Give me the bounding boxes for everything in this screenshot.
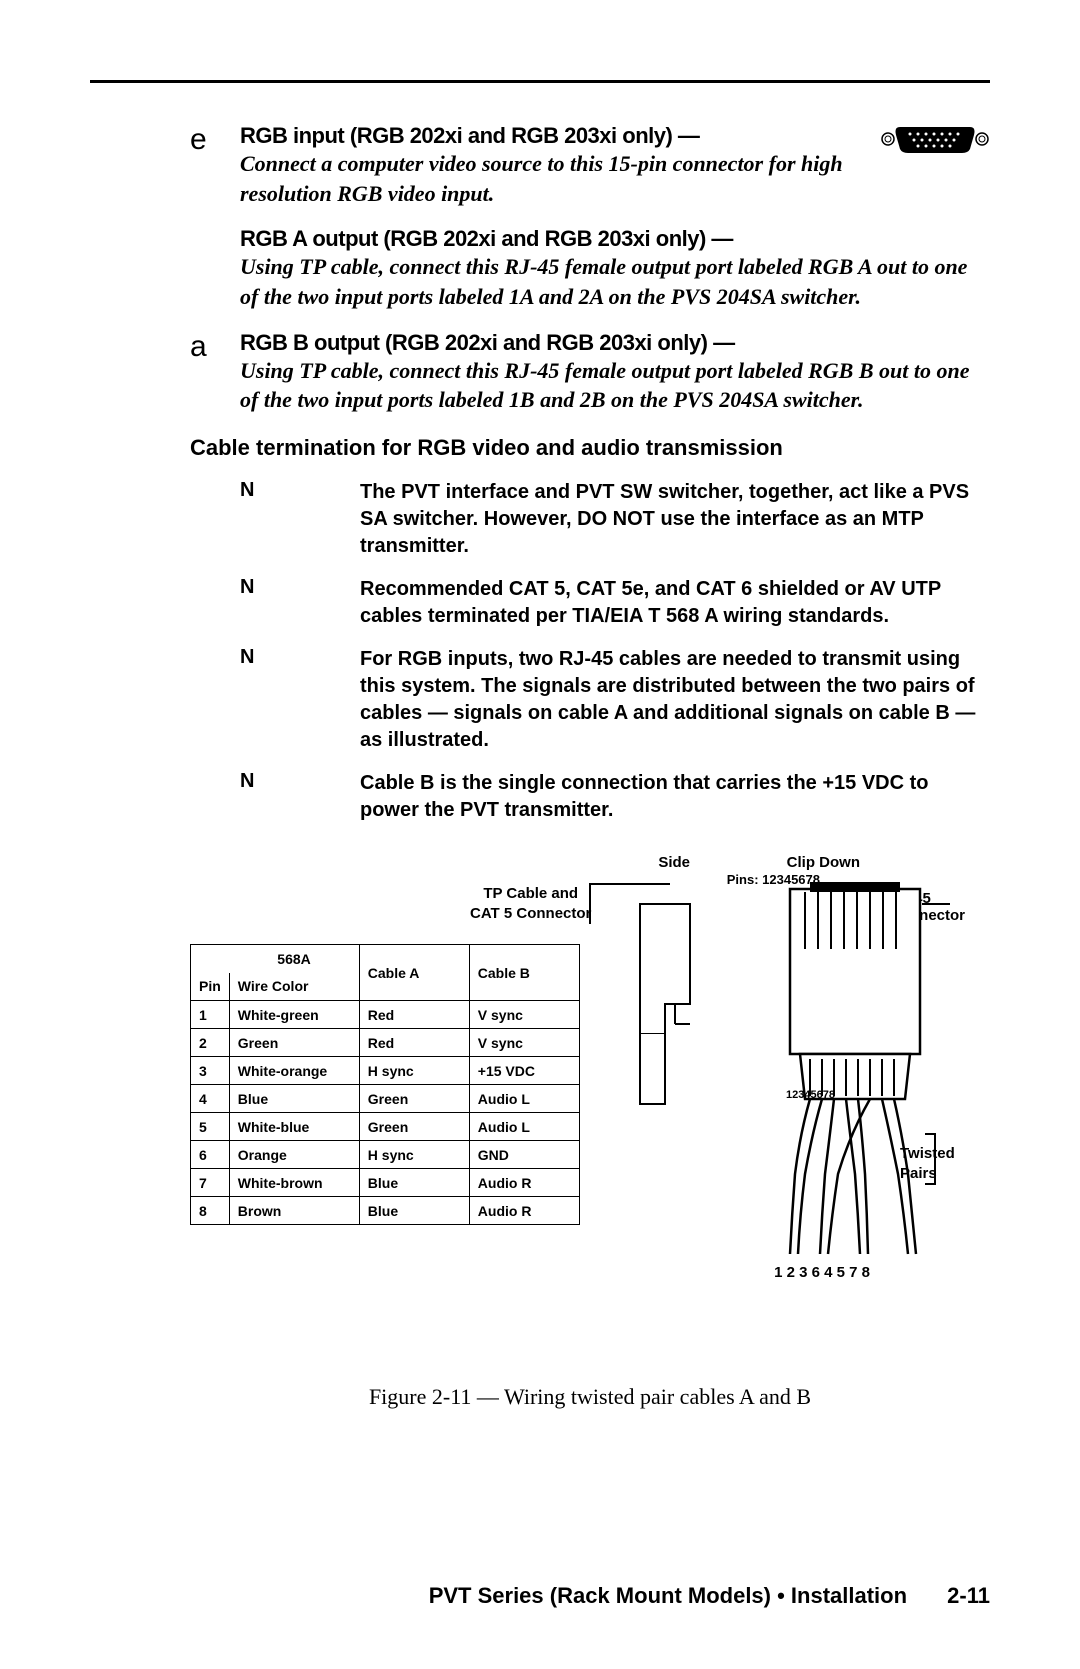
cell-cable-a: Red <box>359 1001 469 1029</box>
note-item: N For RGB inputs, two RJ-45 cables are n… <box>240 646 990 754</box>
cell-cable-a: H sync <box>359 1141 469 1169</box>
tp-cable-label-l1: TP Cable and <box>483 885 578 902</box>
heading-rgba: RGB A output (RGB 202xi and RGB 203xi on… <box>240 226 733 251</box>
table-row: 3White-orangeH sync+15 VDC <box>191 1057 580 1085</box>
cell-color: White-orange <box>229 1057 359 1085</box>
note-item: N Cable B is the single connection that … <box>240 770 990 824</box>
marker-e: e <box>190 123 240 155</box>
note-text: The PVT interface and PVT SW switcher, t… <box>360 479 990 560</box>
cell-color: Brown <box>229 1197 359 1225</box>
pair-numbers-label: 1 2 3 6 4 5 7 8 <box>774 1264 870 1281</box>
tw-pairs-l2: Pairs <box>900 1165 937 1182</box>
cell-pin: 2 <box>191 1029 230 1057</box>
cell-cable-a: Blue <box>359 1197 469 1225</box>
cell-color: White-brown <box>229 1169 359 1197</box>
cell-cable-b: Audio L <box>469 1113 579 1141</box>
cell-pin: 5 <box>191 1113 230 1141</box>
cell-cable-b: GND <box>469 1141 579 1169</box>
pins-small-label: 12345678 <box>786 1089 835 1101</box>
cell-cable-b: Audio R <box>469 1197 579 1225</box>
cell-pin: 8 <box>191 1197 230 1225</box>
table-row: 1White-greenRedV sync <box>191 1001 580 1029</box>
body-rgba: Using TP cable, connect this RJ-45 femal… <box>240 252 990 311</box>
table-row: 5White-blueGreenAudio L <box>191 1113 580 1141</box>
rj45-front-icon <box>750 854 950 1274</box>
cell-color: White-green <box>229 1001 359 1029</box>
table-row: 8BrownBlueAudio R <box>191 1197 580 1225</box>
cell-pin: 6 <box>191 1141 230 1169</box>
heading-a: RGB B output (RGB 202xi and RGB 203xi on… <box>240 330 735 355</box>
th-568a: 568A <box>229 945 359 973</box>
tp-cable-label-l2: CAT 5 Connector <box>470 905 591 922</box>
tw-pairs-l1: Twisted <box>900 1145 955 1162</box>
note-label: N <box>240 576 360 630</box>
cell-cable-b: +15 VDC <box>469 1057 579 1085</box>
cell-cable-a: Green <box>359 1085 469 1113</box>
heading-e: RGB input (RGB 202xi and RGB 203xi only)… <box>240 123 699 148</box>
top-rule <box>90 80 990 83</box>
cell-cable-a: Green <box>359 1113 469 1141</box>
table-row: 2GreenRedV sync <box>191 1029 580 1057</box>
notes-list: N The PVT interface and PVT SW switcher,… <box>190 479 990 824</box>
cell-cable-b: V sync <box>469 1001 579 1029</box>
section-e: e RGB input (RGB 202xi and RGB 203xi onl… <box>190 123 990 208</box>
twisted-pairs-label: Twisted Pairs <box>900 1144 990 1183</box>
footer-page-number: 2-11 <box>947 1583 990 1608</box>
page-footer: PVT Series (Rack Mount Models) • Install… <box>429 1583 990 1609</box>
cell-pin: 3 <box>191 1057 230 1085</box>
cell-cable-a: Blue <box>359 1169 469 1197</box>
cell-cable-b: V sync <box>469 1029 579 1057</box>
th-pin: Pin <box>191 973 230 1001</box>
cell-color: White-blue <box>229 1113 359 1141</box>
note-item: N Recommended CAT 5, CAT 5e, and CAT 6 s… <box>240 576 990 630</box>
table-row: 6OrangeH syncGND <box>191 1141 580 1169</box>
th-cable-b: Cable B <box>469 945 579 1001</box>
tp-side-connector-icon <box>580 874 710 1134</box>
th-cable-a: Cable A <box>359 945 469 1001</box>
cell-cable-b: Audio L <box>469 1085 579 1113</box>
th-wire-color: Wire Color <box>229 973 359 1001</box>
section-a: a RGB B output (RGB 202xi and RGB 203xi … <box>190 330 990 415</box>
cable-term-heading: Cable termination for RGB video and audi… <box>190 435 990 461</box>
cell-cable-a: Red <box>359 1029 469 1057</box>
note-text: Cable B is the single connection that ca… <box>360 770 990 824</box>
pin-wiring-table: 568A Cable A Cable B Pin Wire Color 1Whi… <box>190 944 580 1225</box>
vga-connector-icon <box>880 119 990 164</box>
main-content: e RGB input (RGB 202xi and RGB 203xi onl… <box>90 123 990 1410</box>
cell-color: Orange <box>229 1141 359 1169</box>
note-label: N <box>240 646 360 754</box>
cell-color: Green <box>229 1029 359 1057</box>
cell-pin: 4 <box>191 1085 230 1113</box>
cell-cable-b: Audio R <box>469 1169 579 1197</box>
note-label: N <box>240 479 360 560</box>
table-row: 7White-brownBlueAudio R <box>191 1169 580 1197</box>
side-label: Side <box>658 854 690 871</box>
table-row: 4BlueGreenAudio L <box>191 1085 580 1113</box>
marker-a: a <box>190 330 240 362</box>
figure-caption: Figure 2-11 — Wiring twisted pair cables… <box>190 1384 990 1410</box>
diagram-area: Side Clip Down Pins: 12345678 TP Cable a… <box>190 854 990 1364</box>
cell-pin: 7 <box>191 1169 230 1197</box>
body-a: Using TP cable, connect this RJ-45 femal… <box>240 356 990 415</box>
note-text: Recommended CAT 5, CAT 5e, and CAT 6 shi… <box>360 576 990 630</box>
body-e: Connect a computer video source to this … <box>240 149 990 208</box>
note-label: N <box>240 770 360 824</box>
footer-text: PVT Series (Rack Mount Models) • Install… <box>429 1583 907 1608</box>
note-text: For RGB inputs, two RJ-45 cables are nee… <box>360 646 990 754</box>
cell-pin: 1 <box>191 1001 230 1029</box>
cell-color: Blue <box>229 1085 359 1113</box>
section-rgba: RGB A output (RGB 202xi and RGB 203xi on… <box>190 226 990 311</box>
tp-cable-label: TP Cable and CAT 5 Connector <box>470 884 591 923</box>
cell-cable-a: H sync <box>359 1057 469 1085</box>
note-item: N The PVT interface and PVT SW switcher,… <box>240 479 990 560</box>
